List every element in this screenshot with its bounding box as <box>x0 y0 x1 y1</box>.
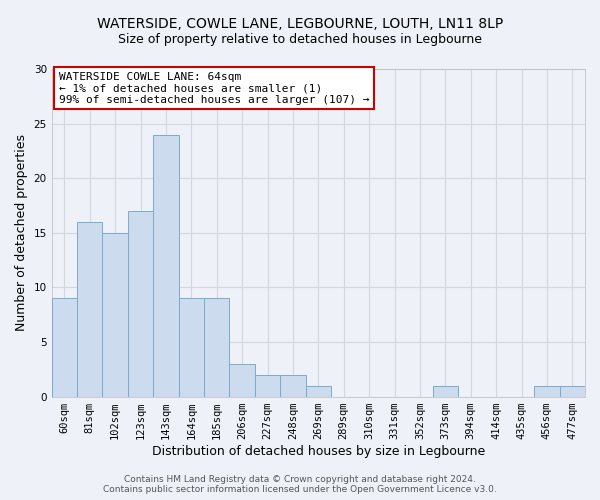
Text: WATERSIDE, COWLE LANE, LEGBOURNE, LOUTH, LN11 8LP: WATERSIDE, COWLE LANE, LEGBOURNE, LOUTH,… <box>97 18 503 32</box>
Bar <box>204 298 229 396</box>
Text: WATERSIDE COWLE LANE: 64sqm
← 1% of detached houses are smaller (1)
99% of semi-: WATERSIDE COWLE LANE: 64sqm ← 1% of deta… <box>59 72 369 105</box>
Bar <box>280 374 305 396</box>
Y-axis label: Number of detached properties: Number of detached properties <box>15 134 28 332</box>
Text: Size of property relative to detached houses in Legbourne: Size of property relative to detached ho… <box>118 32 482 46</box>
Bar <box>433 386 458 396</box>
X-axis label: Distribution of detached houses by size in Legbourne: Distribution of detached houses by size … <box>152 444 485 458</box>
Text: Contains HM Land Registry data © Crown copyright and database right 2024.
Contai: Contains HM Land Registry data © Crown c… <box>103 474 497 494</box>
Bar <box>77 222 103 396</box>
Bar <box>534 386 560 396</box>
Bar <box>153 134 179 396</box>
Bar <box>560 386 585 396</box>
Bar <box>128 211 153 396</box>
Bar <box>52 298 77 396</box>
Bar <box>179 298 204 396</box>
Bar <box>229 364 255 396</box>
Bar <box>305 386 331 396</box>
Bar <box>103 233 128 396</box>
Bar <box>255 374 280 396</box>
